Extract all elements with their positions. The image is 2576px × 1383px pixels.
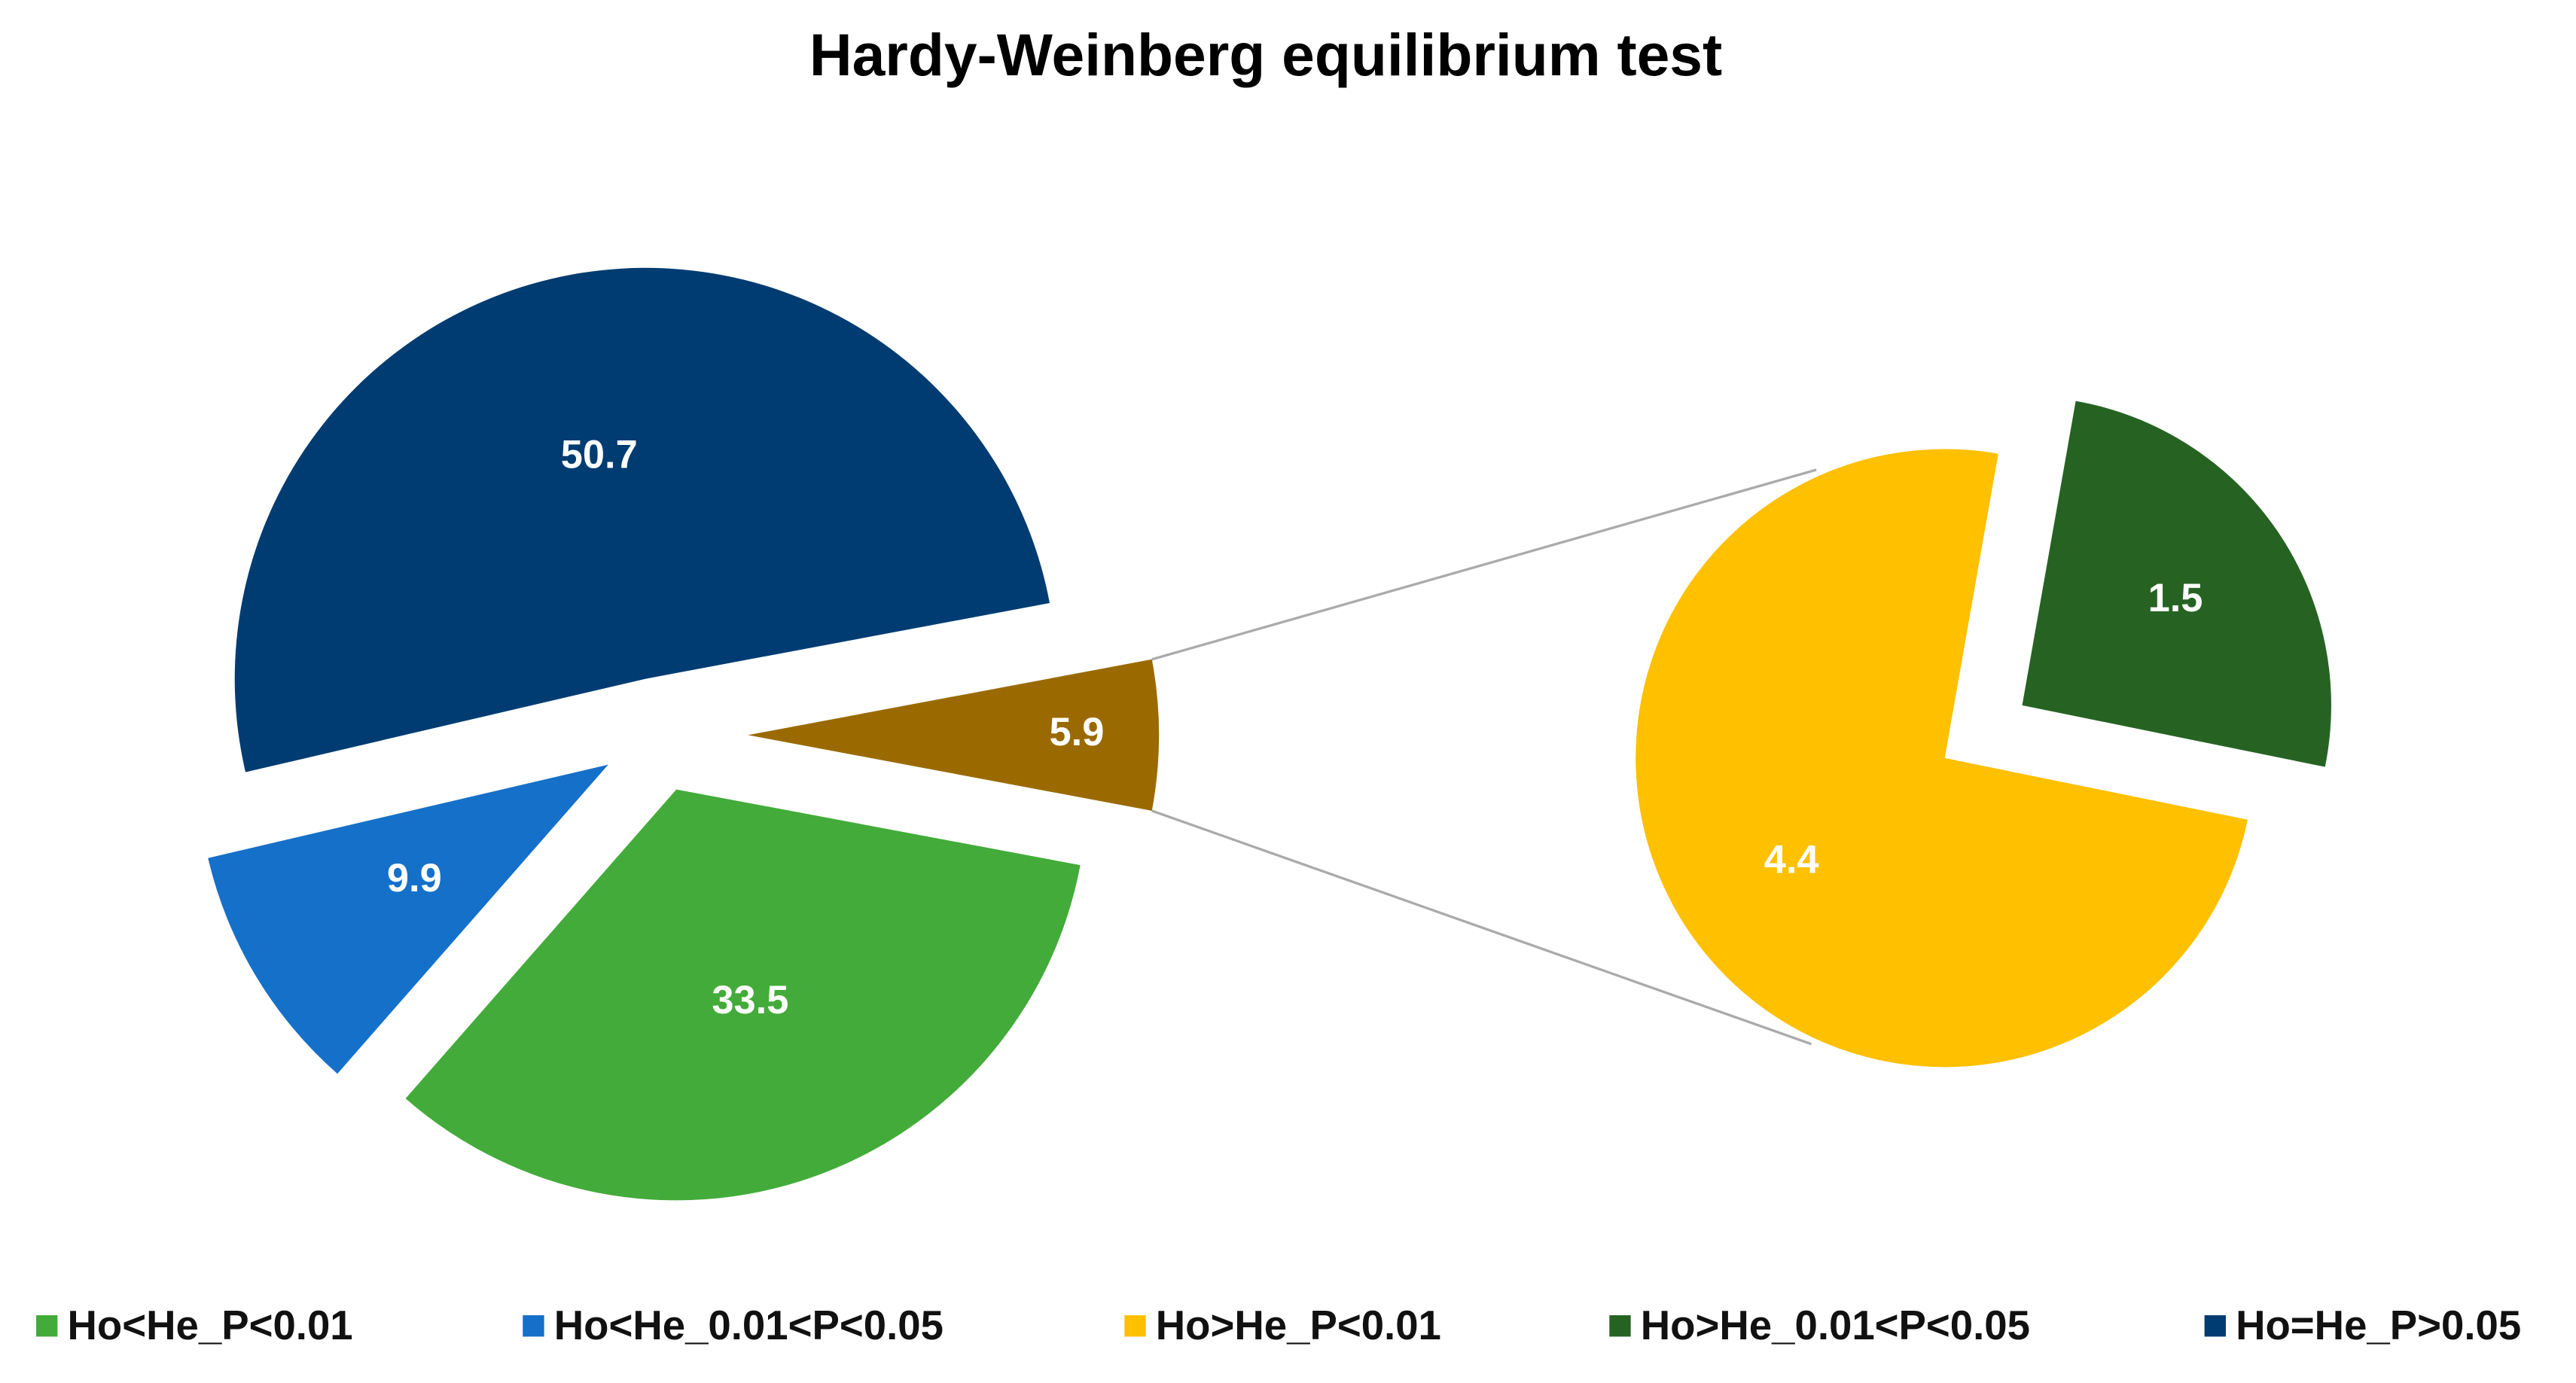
legend-label: Ho<He_P<0.01 [68,1302,353,1348]
data-label: 1.5 [2148,577,2203,620]
pie-slice [405,789,1081,1201]
data-label: 4.4 [1764,838,1819,882]
data-label: 9.9 [387,857,442,900]
pie-slice [2022,401,2331,767]
legend-label: Ho<He_0.01<P<0.05 [554,1302,944,1348]
legend-marker [1609,1315,1631,1337]
legend-marker [1124,1315,1146,1337]
pie-slice [208,764,608,1074]
pie-slice [748,659,1160,811]
legend-marker [2204,1315,2226,1337]
pie-slice [234,267,1050,772]
data-label: 33.5 [712,979,788,1022]
connector-line [1151,809,1812,1046]
legend-marker [523,1315,544,1337]
legend-label: Ho=He_P>0.05 [2236,1302,2521,1348]
data-label: 5.9 [1050,711,1105,754]
data-label: 50.7 [561,434,638,477]
legend-label: Ho>He_P<0.01 [1156,1302,1441,1348]
pie-slice [1636,449,2248,1068]
legend-marker [36,1315,58,1337]
connector-line [1151,468,1817,661]
legend-label: Ho>He_0.01<P<0.05 [1641,1302,2030,1348]
chart-title: Hardy-Weinberg equilibrium test [809,22,1722,88]
